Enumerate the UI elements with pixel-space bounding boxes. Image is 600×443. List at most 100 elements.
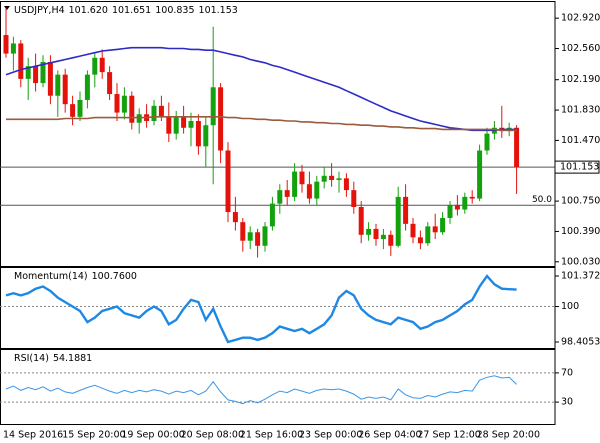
x-tick-label: 26 Sep 04:00: [358, 430, 421, 441]
candle-body: [403, 196, 409, 224]
level-label: 50.0: [532, 195, 552, 205]
candle-body: [173, 116, 179, 134]
candle-body: [277, 190, 283, 204]
candle-body: [107, 72, 113, 95]
candle-body: [203, 125, 209, 147]
price-tag: [554, 160, 600, 174]
candle-body: [284, 190, 290, 197]
candle-body: [432, 226, 438, 233]
candle-body: [84, 74, 90, 100]
candle-body: [269, 203, 275, 227]
title-part: Momentum(14): [14, 271, 88, 282]
candle-body: [47, 62, 53, 96]
candle-body: [373, 228, 379, 240]
title-part: 101.651: [112, 5, 151, 16]
y-tick-label: 101.470: [561, 135, 600, 146]
y-tick-label: 70: [561, 367, 573, 378]
title-part: RSI(14): [14, 353, 49, 364]
y-tick-label: 102.560: [561, 43, 600, 54]
candle-body: [366, 228, 372, 235]
y-tick-label: 101.830: [561, 105, 600, 116]
candle-body: [358, 206, 364, 235]
panel-title: RSI(14) 54.1881: [14, 353, 92, 364]
candle-body: [25, 66, 31, 79]
candle-body: [514, 127, 520, 168]
y-tick-label: 98.4053: [561, 336, 600, 347]
candle-body: [440, 217, 446, 233]
candle-body: [262, 226, 268, 246]
candle-body: [166, 116, 172, 134]
x-tick-label: 23 Sep 00:00: [299, 430, 362, 441]
panel-frame: [0, 267, 556, 349]
title-part: 100.835: [155, 5, 194, 16]
candle-body: [40, 62, 46, 84]
candle-body: [70, 104, 76, 117]
candle-body: [121, 95, 127, 113]
price-tag-label: 101.153: [560, 162, 599, 173]
candle-body: [380, 234, 386, 240]
title-part: 54.1881: [53, 353, 92, 364]
menu-arrow: [4, 6, 10, 10]
panel-frame: [0, 349, 556, 425]
y-tick-label: 100.030: [561, 256, 600, 267]
candle-body: [417, 237, 423, 244]
candle-body: [388, 234, 394, 246]
candle-body: [18, 43, 24, 79]
title-part: 101.620: [69, 5, 108, 16]
candle-body: [447, 205, 453, 218]
x-tick-label: 28 Sep 20:00: [477, 430, 540, 441]
y-tick-label: 102.920: [561, 13, 600, 24]
y-tick-label: 100: [561, 301, 579, 312]
candle-body: [129, 95, 135, 123]
candle-body: [321, 175, 327, 182]
candle-body: [292, 171, 298, 197]
panel-title: USDJPY,H4 101.620 101.651 100.835 101.153: [14, 5, 238, 16]
candle-body: [240, 222, 246, 241]
moving-average: [6, 116, 517, 132]
x-tick-label: 21 Sep 16:00: [240, 430, 303, 441]
candle-body: [33, 66, 39, 84]
y-tick-label: 102.190: [561, 74, 600, 85]
candle-body: [306, 184, 312, 199]
candle-body: [351, 190, 357, 207]
candle-body: [469, 196, 475, 199]
title-part: 100.7600: [92, 271, 137, 282]
candle-body: [218, 87, 224, 151]
title-part: USDJPY,H4: [14, 5, 65, 16]
indicator-line: [5, 274, 517, 344]
candle-body: [410, 223, 416, 238]
candle-body: [299, 171, 305, 185]
candle-body: [477, 150, 483, 199]
y-tick-label: 101.3729: [561, 271, 600, 282]
y-tick-label: 30: [561, 397, 573, 408]
indicator-line: [5, 375, 517, 405]
candle-body: [336, 178, 342, 181]
candle-body: [314, 181, 320, 199]
candle-body: [92, 57, 98, 75]
candle-body: [484, 133, 490, 151]
candle-body: [158, 105, 164, 117]
candle-body: [62, 74, 68, 105]
panel-frame: [0, 1, 556, 267]
y-tick-label: 100.390: [561, 226, 600, 237]
candle-body: [395, 196, 401, 246]
candle-body: [343, 178, 349, 191]
candle-body: [225, 150, 231, 213]
candle-body: [425, 226, 431, 244]
candle-body: [114, 94, 120, 113]
panel-title: Momentum(14) 100.7600: [14, 271, 137, 282]
candle-body: [55, 74, 61, 96]
candle-body: [3, 35, 9, 54]
x-tick-label: 15 Sep 20:00: [62, 430, 125, 441]
x-tick-label: 19 Sep 00:00: [121, 430, 184, 441]
candle-body: [454, 205, 460, 210]
candle-body: [181, 116, 187, 128]
x-tick-label: 14 Sep 2016: [3, 430, 63, 441]
y-tick-label: 100.750: [561, 196, 600, 207]
candle-body: [329, 175, 335, 181]
candle-body: [195, 121, 201, 147]
candle-body: [99, 57, 105, 73]
candle-body: [255, 232, 261, 246]
candle-body: [232, 212, 238, 223]
